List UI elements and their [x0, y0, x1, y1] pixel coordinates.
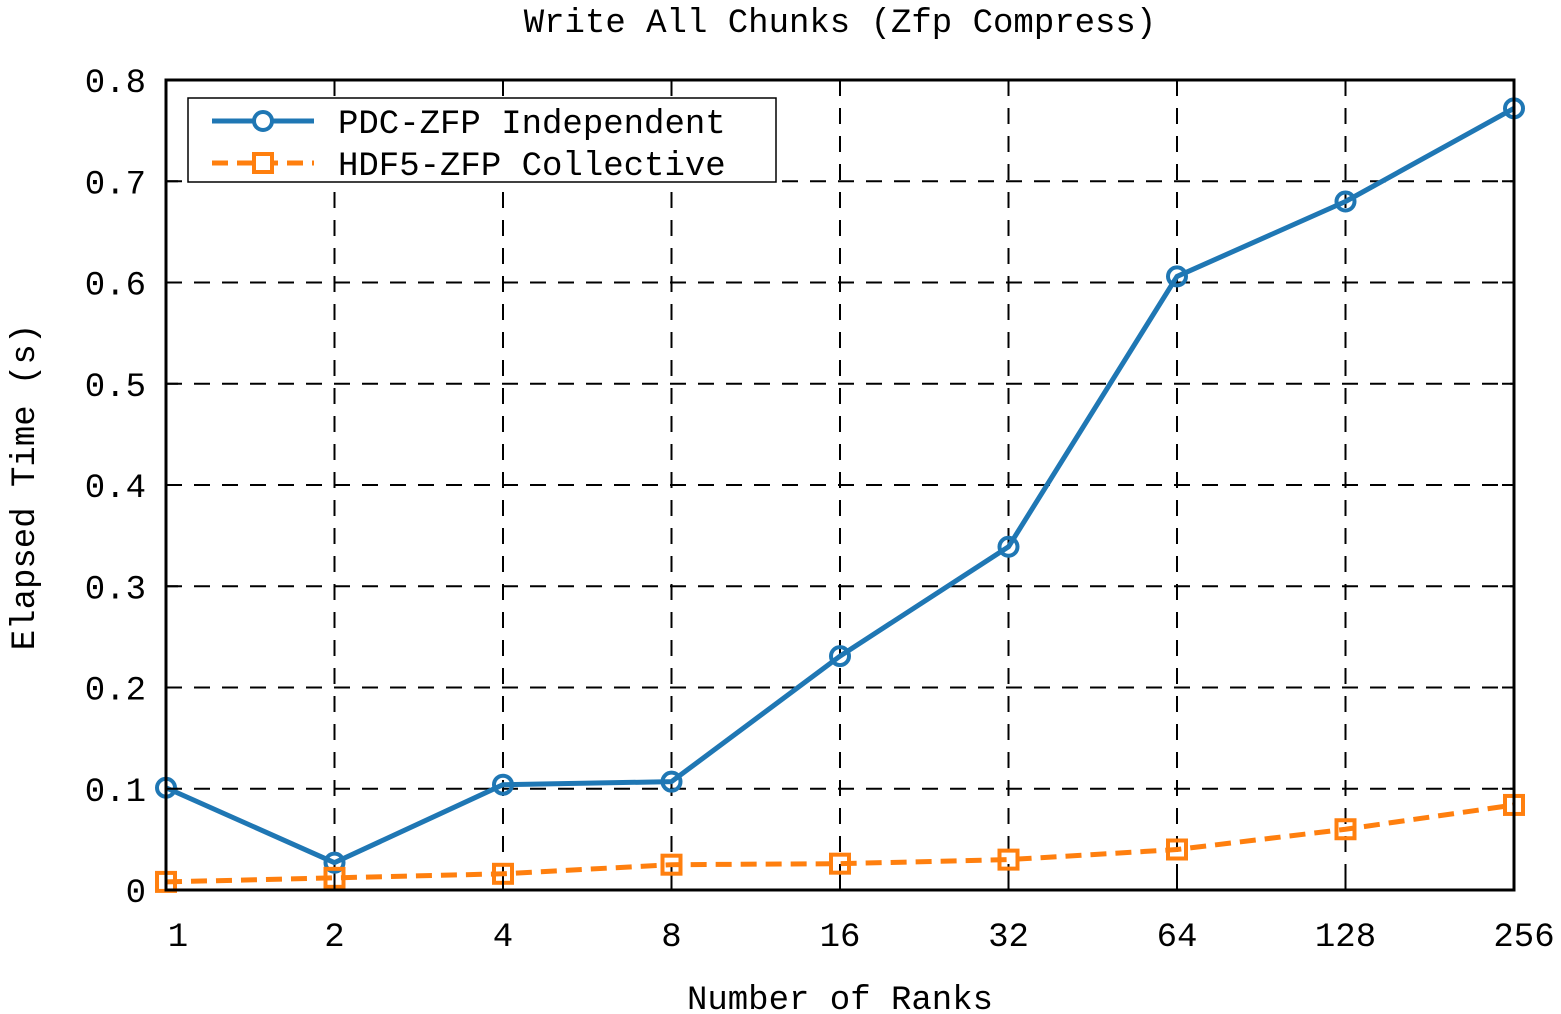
y-tick-label: 0.7: [85, 166, 146, 204]
chart-title: Write All Chunks (Zfp Compress): [524, 5, 1157, 43]
legend-item-2: HDF5-ZFP Collective: [212, 148, 726, 186]
x-tick-label: 2: [324, 919, 344, 957]
x-axis-title: Number of Ranks: [687, 982, 993, 1014]
series-2-point: [660, 853, 683, 876]
x-tick-label: 256: [1493, 919, 1554, 957]
legend: PDC-ZFP Independent HDF5-ZFP Collective: [187, 97, 777, 186]
legend-item-1: PDC-ZFP Independent: [212, 106, 726, 144]
series-layer: [155, 97, 1525, 893]
x-tick-label: 1: [168, 919, 188, 957]
y-tick-label: 0.6: [85, 268, 146, 306]
series-1-line: [164, 106, 1516, 866]
x-tick-label: 128: [1315, 919, 1376, 957]
x-tick-label: 64: [1157, 919, 1198, 957]
legend-label: PDC-ZFP Independent: [338, 106, 726, 144]
series-2-point: [1166, 838, 1188, 861]
legend-marker-square: [252, 152, 274, 174]
series-1-point: [1334, 190, 1357, 213]
y-tick-label: 0.3: [85, 571, 146, 609]
series-2-point: [829, 852, 851, 875]
series-1-point: [660, 770, 683, 793]
y-tick-label: 0.5: [85, 369, 146, 407]
y-tick-label: 0: [126, 875, 146, 913]
grid-lines: [166, 80, 1514, 890]
series-1-point: [1166, 265, 1188, 288]
y-axis-title: Elapsed Time (s): [7, 324, 45, 650]
x-tick-label: 8: [661, 919, 681, 957]
y-tick-label: 0.8: [85, 65, 146, 103]
axis-ticks: [165, 79, 1515, 891]
x-tick-label: 16: [820, 919, 861, 957]
series-1-point: [829, 645, 851, 668]
legend-box: [187, 97, 777, 183]
y-tick-label: 0.1: [85, 774, 146, 812]
y-tick-label: 0.2: [85, 673, 146, 711]
series-2-point: [997, 848, 1020, 871]
y-tick-labels: 0 0.1 0.2 0.3 0.4 0.5 0.6 0.7 0.8: [85, 65, 146, 913]
series-1-point: [323, 851, 346, 874]
legend-marker-circle: [252, 110, 274, 132]
series-1-point: [492, 773, 514, 796]
x-tick-labels: 1 2 4 8 16 32 64 128 256: [168, 919, 1555, 957]
y-tick-label: 0.4: [85, 470, 146, 508]
x-tick-label: 32: [988, 919, 1029, 957]
x-tick-label: 4: [493, 919, 513, 957]
series-1-point: [997, 535, 1020, 558]
legend-label: HDF5-ZFP Collective: [338, 148, 726, 186]
series-2-point: [1334, 818, 1357, 841]
